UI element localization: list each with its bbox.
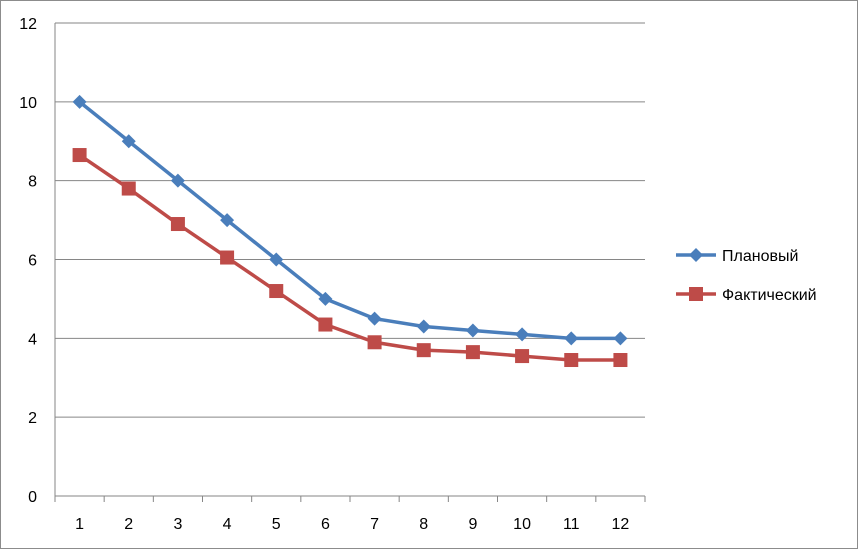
data-point bbox=[416, 343, 431, 358]
data-point bbox=[613, 331, 628, 346]
plot-area bbox=[72, 94, 628, 368]
x-tick-label: 4 bbox=[223, 516, 232, 533]
data-point bbox=[367, 311, 382, 326]
x-tick-label: 2 bbox=[124, 516, 133, 533]
data-point bbox=[515, 327, 530, 342]
y-tick-label: 0 bbox=[28, 489, 37, 506]
data-point bbox=[220, 213, 235, 228]
y-tick-label: 4 bbox=[28, 331, 37, 348]
series-line bbox=[78, 153, 621, 362]
y-tick-label: 8 bbox=[28, 174, 37, 191]
x-tick-label: 3 bbox=[173, 516, 182, 533]
gridlines bbox=[55, 22, 645, 418]
data-point bbox=[72, 148, 87, 163]
data-point bbox=[121, 134, 136, 149]
data-point bbox=[220, 250, 235, 265]
data-point bbox=[515, 349, 530, 364]
data-point bbox=[465, 345, 480, 360]
data-point bbox=[269, 252, 284, 267]
data-point bbox=[170, 217, 185, 232]
data-point bbox=[170, 173, 185, 188]
x-tick-label: 8 bbox=[419, 516, 428, 533]
series-1 bbox=[72, 148, 628, 368]
x-tick-label: 5 bbox=[272, 516, 281, 533]
series-line bbox=[78, 100, 621, 341]
data-point bbox=[416, 319, 431, 334]
y-tick-label: 12 bbox=[19, 16, 37, 33]
x-axis-ticks: 1 2 3 4 5 6 7 8 9 10 11 12 bbox=[54, 496, 646, 533]
y-tick-label: 6 bbox=[28, 253, 37, 270]
x-tick-label: 6 bbox=[321, 516, 330, 533]
data-point bbox=[121, 181, 136, 196]
legend-label: Фактический bbox=[722, 287, 817, 304]
series-0 bbox=[72, 94, 628, 346]
y-tick-label: 10 bbox=[19, 95, 37, 112]
legend-label: Плановый bbox=[722, 248, 798, 265]
x-tick-label: 11 bbox=[563, 516, 580, 533]
y-axis-ticks: 0 2 4 6 8 10 12 bbox=[19, 16, 37, 506]
data-point bbox=[367, 335, 382, 350]
legend-marker bbox=[689, 287, 703, 301]
x-tick-label: 1 bbox=[75, 516, 84, 533]
data-point bbox=[72, 94, 87, 109]
data-point bbox=[269, 284, 284, 299]
y-tick-label: 2 bbox=[28, 410, 37, 427]
data-point bbox=[564, 331, 579, 346]
x-tick-label: 12 bbox=[612, 516, 630, 533]
legend: Плановый Фактический bbox=[676, 248, 817, 304]
data-point bbox=[318, 291, 333, 306]
x-tick-label: 10 bbox=[513, 516, 531, 533]
data-point bbox=[318, 317, 333, 332]
legend-marker bbox=[689, 248, 703, 262]
data-point bbox=[465, 323, 480, 338]
x-tick-label: 9 bbox=[468, 516, 477, 533]
data-point bbox=[564, 353, 579, 368]
data-point bbox=[613, 353, 628, 368]
x-tick-label: 7 bbox=[370, 516, 379, 533]
